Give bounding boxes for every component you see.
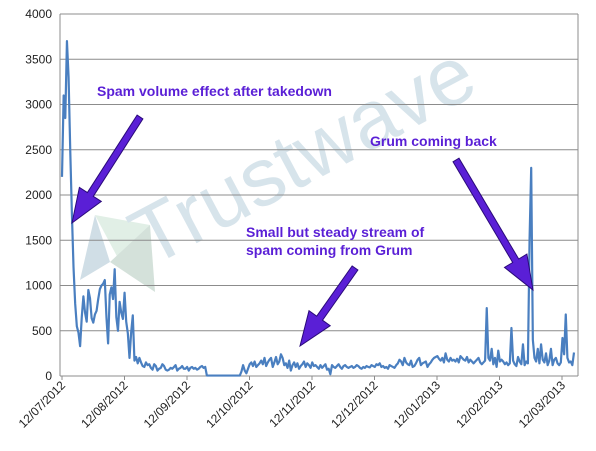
x-tick-label: 12/10/2012 — [203, 378, 256, 431]
x-tick-label: 12/09/2012 — [141, 378, 194, 431]
arrow-steady — [299, 265, 359, 348]
axes — [59, 14, 579, 380]
arrow-grum-back — [452, 157, 534, 292]
y-tick-label: 3000 — [25, 98, 52, 112]
x-tick-labels: 12/07/2012 12/08/2012 12/09/2012 12/10/2012… — [16, 378, 569, 431]
y-tick-label: 500 — [32, 324, 52, 338]
series-group — [60, 40, 576, 377]
gridlines — [60, 13, 578, 377]
annotation-grum-back: Grum coming back — [370, 133, 497, 149]
y-tick-label: 3500 — [25, 52, 52, 66]
x-tick-label: 12/07/2012 — [16, 378, 69, 431]
y-tick-labels: 0 500 1000 1500 2000 2500 3000 3500 4000 — [25, 7, 52, 383]
annotation-takedown: Spam volume effect after takedown — [97, 83, 332, 99]
y-tick-label: 1500 — [25, 233, 52, 247]
x-tick-label: 12/02/2013 — [453, 378, 506, 431]
y-tick-label: 2500 — [25, 143, 52, 157]
x-tick-label: 12/11/2012 — [266, 378, 318, 430]
y-tick-label: 4000 — [25, 7, 52, 21]
arrow-takedown — [71, 114, 144, 225]
annotation-steady-line1: Small but steady stream of — [246, 224, 425, 240]
x-tick-label: 12/03/2013 — [516, 378, 569, 431]
series-line — [60, 40, 576, 377]
y-tick-label: 0 — [45, 369, 52, 383]
x-tick-label: 12/12/2012 — [328, 378, 381, 431]
y-tick-label: 2000 — [25, 188, 52, 202]
y-tick-label: 1000 — [25, 279, 52, 293]
x-tick-label: 12/08/2012 — [78, 378, 131, 431]
annotation-steady-line2: spam coming from Grum — [246, 242, 412, 258]
x-tick-label: 12/01/2013 — [391, 378, 444, 431]
annotation-arrows — [71, 114, 534, 348]
